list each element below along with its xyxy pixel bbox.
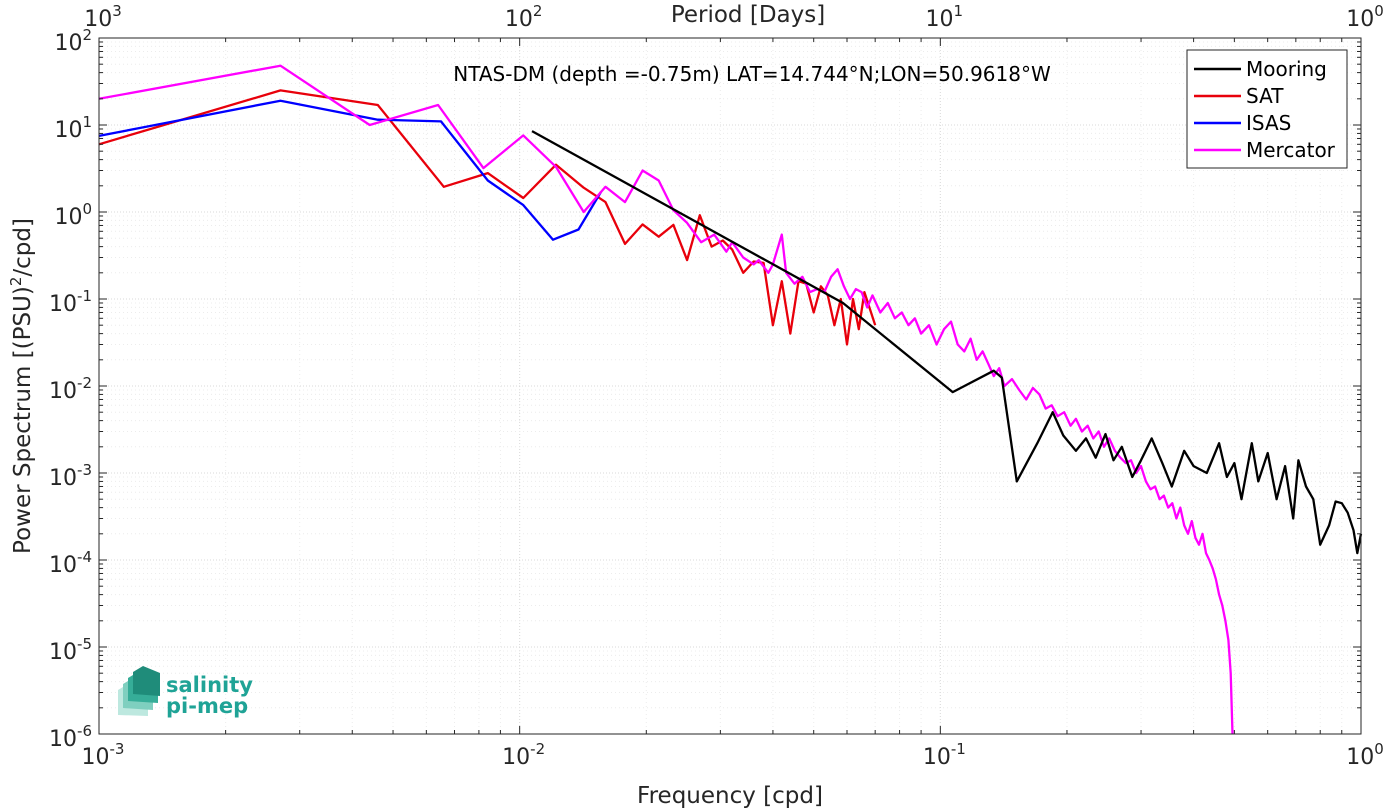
y-axis-label-sup: 2: [7, 277, 25, 287]
legend: Mooring SAT ISAS Mercator: [1186, 49, 1348, 169]
y-tick-label: 10-3: [49, 461, 92, 491]
top-axis-label: Period [Days]: [671, 2, 825, 28]
logo-text-line2: pi-mep: [166, 694, 248, 718]
top-tick-label: 100: [1346, 2, 1383, 32]
y-tick-label: 102: [54, 26, 92, 56]
y-tick-label: 10-6: [49, 722, 92, 752]
series-line-sat: [98, 89, 877, 346]
y-axis-label-base: Power Spectrum [(PSU): [10, 286, 36, 554]
salinity-pi-mep-logo: salinity pi-mep: [118, 666, 253, 718]
legend-label-isas: ISAS: [1246, 111, 1291, 135]
y-tick-label: 101: [54, 113, 92, 143]
x-tick-label: 10-3: [82, 740, 125, 770]
series-layer: [98, 64, 1363, 735]
y-tick-label: 10-2: [49, 374, 92, 404]
logo-mark-icon: [118, 666, 160, 716]
grid: [98, 38, 1361, 735]
y-tick-label: 100: [54, 200, 92, 230]
x-tick-label: 100: [1346, 740, 1383, 770]
y-axis-label: Power Spectrum [(PSU)2/cpd]: [7, 218, 36, 554]
top-tick-label: 101: [926, 2, 964, 32]
y-tick-label: 10-1: [49, 287, 92, 317]
logo-text-line1: salinity: [166, 673, 253, 697]
y-axis-label-tail: /cpd]: [10, 218, 36, 277]
legend-label-sat: SAT: [1246, 84, 1284, 108]
top-tick-label: 102: [505, 2, 543, 32]
x-tick-label: 10-2: [502, 740, 545, 770]
series-line-mooring: [531, 130, 1363, 555]
series-line-isas: [98, 99, 602, 241]
x-axis-label: Frequency [cpd]: [637, 783, 823, 809]
ticks: [98, 38, 1361, 735]
y-tick-label: 10-5: [49, 635, 92, 665]
chart-title: NTAS-DM (depth =-0.75m) LAT=14.744°N;LON…: [453, 62, 1051, 86]
legend-label-mooring: Mooring: [1246, 57, 1327, 81]
top-tick-label: 103: [84, 2, 122, 32]
y-tick-label: 10-4: [49, 548, 92, 578]
legend-label-mercator: Mercator: [1246, 138, 1336, 162]
x-tick-label: 10-1: [923, 740, 966, 770]
series-line-mercator: [98, 64, 1234, 735]
